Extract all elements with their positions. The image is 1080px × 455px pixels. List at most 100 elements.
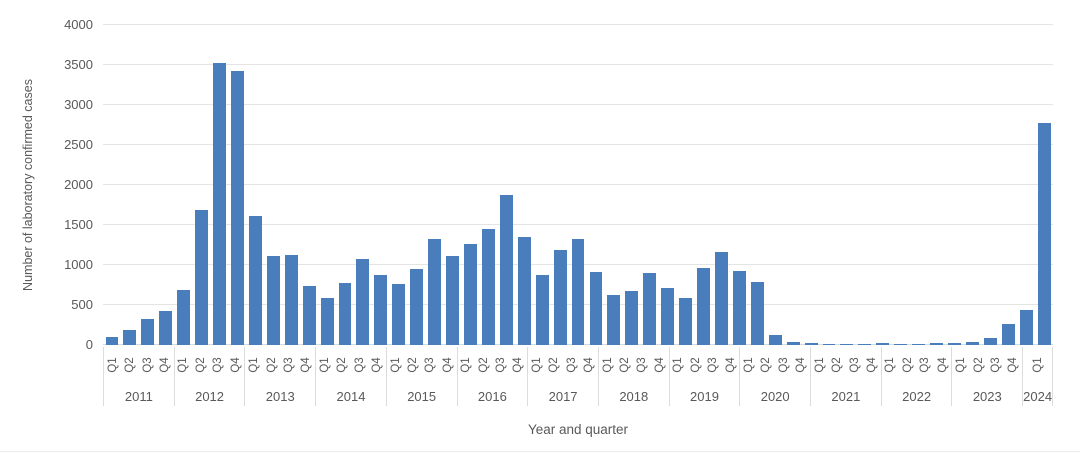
- year-group: Q1 Q2 Q3 Q4 2015: [385, 347, 457, 406]
- bar-2020-Q1: [750, 281, 764, 345]
- year-label: 2019: [670, 387, 740, 406]
- quarter-tick-label: Q3: [846, 347, 863, 387]
- bar-2016-Q4: [517, 237, 531, 345]
- bar-slot: [587, 25, 605, 345]
- bar-2021-Q2: [840, 344, 854, 345]
- bar-slot: [820, 25, 838, 345]
- year-group: Q1 Q2 Q3 Q4 2019: [668, 347, 740, 406]
- quarter-label-row: Q1 Q2 Q3 Q4: [670, 347, 740, 387]
- bar-slot: [282, 25, 300, 345]
- year-group: Q1 Q2 Q3 Q4 2021: [810, 347, 881, 406]
- bar-2019-Q2: [697, 268, 710, 345]
- quarter-tick-text: Q1: [601, 357, 614, 374]
- bar-2022-Q1: [894, 344, 908, 345]
- bar-2012-Q3: [213, 63, 226, 345]
- bar-2022-Q4: [948, 342, 961, 345]
- year-label: 2016: [458, 387, 528, 406]
- quarter-label-row: Q1 Q2 Q3 Q4: [316, 347, 386, 387]
- bar-slot: [390, 25, 408, 345]
- quarter-tick-label: Q4: [298, 347, 315, 387]
- quarter-tick-label: Q2: [970, 347, 987, 387]
- quarter-tick-text: Q2: [477, 357, 490, 374]
- quarter-tick-text: Q3: [636, 357, 649, 374]
- bar-slot: [408, 25, 426, 345]
- quarter-tick-label: Q1: [245, 347, 262, 387]
- bar-2021-Q4: [876, 343, 890, 345]
- bar-2018-Q2: [625, 291, 639, 345]
- quarter-tick-label: Q1: [811, 347, 828, 387]
- year-group: Q1 Q2 Q3 Q4 2023: [951, 347, 1022, 406]
- bar-slot: [623, 25, 641, 345]
- quarter-tick-label: Q4: [1005, 347, 1022, 387]
- bar-slot: [193, 25, 211, 345]
- quarter-tick-label: Q1: [528, 347, 545, 387]
- quarter-label-row: Q1 Q2 Q3 Q4: [599, 347, 669, 387]
- quarter-tick-text: Q3: [848, 357, 861, 374]
- quarter-tick-text: Q1: [743, 357, 756, 374]
- quarter-tick-text: Q4: [653, 357, 666, 374]
- quarter-tick-text: Q4: [1007, 357, 1020, 374]
- bar-2017-Q1: [535, 274, 549, 345]
- bar-slot: [354, 25, 372, 345]
- bar-slot: [695, 25, 713, 345]
- quarter-tick-label: Q1: [458, 347, 475, 387]
- bar-slot: [175, 25, 193, 345]
- bar-2014-Q2: [338, 282, 352, 345]
- bar-2022-Q3: [930, 343, 943, 345]
- bar-2013-Q4: [302, 285, 316, 345]
- quarter-tick-label: Q4: [510, 347, 527, 387]
- bar-2022-Q2: [912, 343, 926, 345]
- quarter-tick-text: Q4: [158, 357, 171, 374]
- quarter-tick-text: Q2: [901, 357, 914, 374]
- quarter-tick-text: Q3: [565, 357, 578, 374]
- bar-slot: [730, 25, 748, 345]
- year-bar-group: [246, 25, 318, 345]
- year-label-text: 2017: [548, 389, 578, 404]
- bar-2023-Q2: [983, 337, 997, 345]
- year-label: 2013: [245, 387, 315, 406]
- bar-slot: [479, 25, 497, 345]
- y-tick-label: 1000: [64, 257, 93, 272]
- bar-2020-Q3: [786, 342, 800, 345]
- quarter-tick-text: Q1: [389, 357, 402, 374]
- year-bar-group: [175, 25, 247, 345]
- bar-slot: [802, 25, 820, 345]
- bar-slot: [999, 25, 1017, 345]
- gridline: [103, 104, 1053, 105]
- quarter-tick-label: Q3: [634, 347, 651, 387]
- bar-slot: [892, 25, 910, 345]
- quarter-tick-label: Q3: [563, 347, 580, 387]
- bar-slot: [946, 25, 964, 345]
- bar-slot: [551, 25, 569, 345]
- quarter-tick-label: Q2: [192, 347, 209, 387]
- quarter-tick-label: Q4: [580, 347, 597, 387]
- year-group: Q1 Q2 Q3 Q4 2014: [315, 347, 386, 406]
- quarter-tick-text: Q3: [495, 357, 508, 374]
- quarter-tick-text: Q1: [884, 357, 897, 374]
- year-bar-group: [462, 25, 534, 345]
- year-label-text: 2012: [195, 389, 225, 404]
- quarter-label-row: Q1 Q2 Q3 Q4: [175, 347, 245, 387]
- year-bar-group: [892, 25, 964, 345]
- gridline: [103, 224, 1053, 225]
- bar-slot: [318, 25, 336, 345]
- quarter-tick-text: Q1: [813, 357, 826, 374]
- year-label-text: 2016: [477, 389, 507, 404]
- bar-slot: [121, 25, 139, 345]
- year-label: 2014: [316, 387, 386, 406]
- bar-2012-Q2: [195, 209, 209, 345]
- quarter-tick-text: Q4: [300, 357, 313, 374]
- quarter-tick-text: Q1: [248, 357, 261, 374]
- year-label: 2018: [599, 387, 669, 406]
- x-axis-labels: Q1 Q2 Q3 Q4 2011 Q1 Q2 Q3 Q4 2012 Q1 Q2 Q3 Q4 2013 Q1 Q2…: [103, 347, 1054, 406]
- bar-2012-Q1: [177, 289, 191, 345]
- quarter-label-row: Q1 Q2 Q3 Q4: [740, 347, 810, 387]
- quarter-tick-label: Q2: [546, 347, 563, 387]
- bar-slot: [874, 25, 892, 345]
- bar-2023-Q3: [1001, 324, 1015, 345]
- bars-layer: [103, 25, 1053, 345]
- page-bottom-border: [0, 451, 1080, 452]
- year-group: Q1 Q2 Q3 Q4 2017: [527, 347, 598, 406]
- bar-2019-Q4: [732, 270, 746, 345]
